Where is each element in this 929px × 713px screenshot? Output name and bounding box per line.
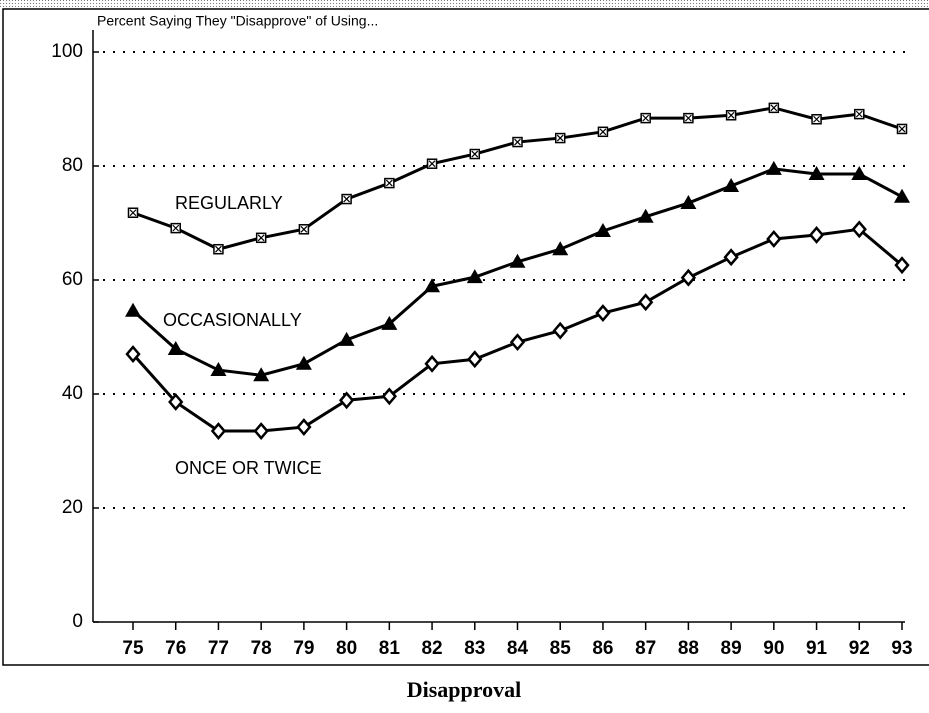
marker: [125, 345, 141, 364]
marker: [338, 391, 355, 410]
x-tick-label: 87: [635, 638, 656, 659]
y-tick-label: 20: [62, 497, 83, 518]
marker: [595, 304, 611, 322]
marker: [680, 195, 697, 210]
series-label: REGULARLY: [175, 193, 283, 213]
series-line: [132, 106, 903, 251]
marker: [338, 331, 355, 346]
marker: [640, 112, 651, 124]
marker: [509, 253, 526, 268]
x-tick-label: 82: [421, 638, 442, 659]
marker: [680, 268, 697, 287]
marker: [597, 126, 609, 138]
x-tick-label: 89: [721, 638, 742, 659]
x-tick-label: 83: [464, 638, 485, 659]
x-tick-label: 80: [336, 638, 357, 659]
top-band: [0, 0, 929, 9]
marker: [125, 302, 141, 317]
chart-title: Percent Saying They "Disapprove" of Usin…: [97, 13, 378, 29]
marker: [723, 248, 739, 267]
y-tick-label: 80: [62, 155, 83, 176]
marker: [683, 112, 694, 124]
y-tick-label: 60: [62, 269, 83, 290]
x-tick-label: 86: [592, 638, 613, 659]
series-label: ONCE OR TWICE: [175, 458, 322, 478]
marker: [296, 418, 312, 436]
marker: [381, 315, 398, 330]
marker: [851, 165, 868, 180]
x-tick-label: 75: [122, 638, 144, 659]
x-tick-label: 85: [550, 638, 572, 659]
y-tick-label: 40: [62, 383, 83, 404]
marker: [424, 354, 440, 373]
marker: [638, 293, 654, 312]
marker: [808, 165, 825, 180]
marker: [213, 243, 224, 255]
marker: [808, 226, 825, 244]
marker: [552, 241, 569, 256]
caption: Disapproval: [407, 677, 522, 702]
marker: [210, 362, 227, 377]
marker: [167, 340, 184, 355]
marker: [467, 350, 483, 369]
marker: [854, 108, 865, 120]
series-label: OCCASIONALLY: [163, 310, 302, 330]
x-tick-label: 93: [891, 638, 912, 659]
marker: [298, 224, 310, 235]
marker: [381, 387, 397, 406]
marker: [509, 333, 526, 352]
marker: [811, 114, 822, 125]
marker: [341, 193, 352, 205]
marker: [424, 278, 441, 293]
y-tick-label: 0: [72, 611, 83, 632]
marker: [210, 422, 227, 440]
frame: [2, 8, 929, 666]
marker: [253, 422, 269, 440]
x-tick-label: 92: [849, 638, 870, 659]
marker: [851, 220, 867, 239]
marker: [768, 102, 780, 114]
marker: [170, 222, 181, 234]
marker: [512, 136, 523, 148]
x-tick-label: 79: [293, 638, 314, 659]
x-tick-label: 76: [165, 638, 186, 659]
marker: [765, 160, 782, 175]
marker: [723, 177, 740, 192]
x-tick-label: 91: [806, 638, 828, 659]
x-tick-label: 81: [379, 638, 401, 659]
marker: [426, 158, 438, 169]
marker: [594, 222, 611, 237]
marker: [469, 148, 481, 160]
marker: [168, 393, 184, 411]
marker: [384, 177, 395, 189]
x-tick-label: 78: [251, 638, 272, 659]
x-tick-label: 90: [763, 638, 784, 659]
marker: [552, 321, 568, 340]
marker: [766, 230, 782, 248]
marker: [295, 355, 312, 370]
marker: [637, 208, 654, 223]
marker: [894, 188, 910, 203]
marker: [896, 123, 908, 135]
x-tick-label: 88: [678, 638, 699, 659]
marker: [894, 256, 910, 275]
marker: [466, 269, 483, 284]
marker: [127, 207, 139, 218]
marker: [725, 110, 737, 121]
x-tick-label: 84: [507, 638, 529, 659]
marker: [253, 367, 270, 382]
y-tick-label: 100: [51, 41, 83, 62]
marker: [255, 232, 267, 244]
x-tick-label: 77: [208, 638, 229, 659]
marker: [554, 132, 566, 144]
